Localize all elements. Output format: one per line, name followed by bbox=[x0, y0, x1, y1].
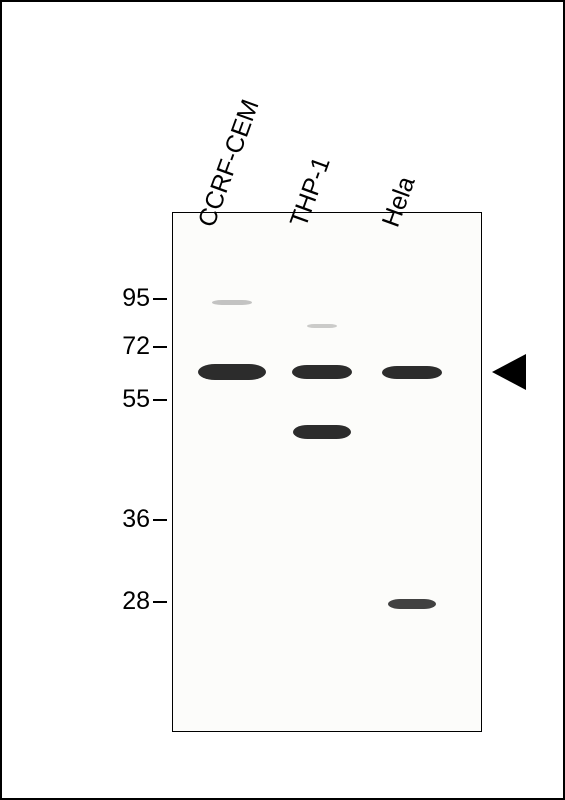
band-lane3-main bbox=[382, 366, 442, 379]
mw-tick-28 bbox=[153, 601, 167, 603]
band-lane2-lower bbox=[293, 425, 351, 439]
band-lane1-faint bbox=[212, 300, 252, 305]
mw-label-95: 95 bbox=[102, 284, 150, 313]
band-lane2-main bbox=[292, 365, 352, 379]
mw-tick-95 bbox=[153, 298, 167, 300]
mw-label-28: 28 bbox=[102, 587, 150, 616]
band-lane1-main bbox=[198, 364, 266, 380]
mw-label-72: 72 bbox=[102, 332, 150, 361]
mw-label-55: 55 bbox=[102, 385, 150, 414]
blot-figure: CCRF-CEM THP-1 Hela 95 72 55 36 28 bbox=[0, 0, 565, 800]
lane-label-1: CCRF-CEM bbox=[193, 96, 266, 231]
mw-tick-55 bbox=[153, 399, 167, 401]
mw-tick-36 bbox=[153, 519, 167, 521]
mw-tick-72 bbox=[153, 346, 167, 348]
membrane-frame bbox=[172, 212, 482, 732]
target-arrow-icon bbox=[492, 354, 526, 390]
band-lane3-lower bbox=[388, 599, 436, 609]
mw-label-36: 36 bbox=[102, 505, 150, 534]
band-lane2-faint bbox=[307, 324, 337, 328]
